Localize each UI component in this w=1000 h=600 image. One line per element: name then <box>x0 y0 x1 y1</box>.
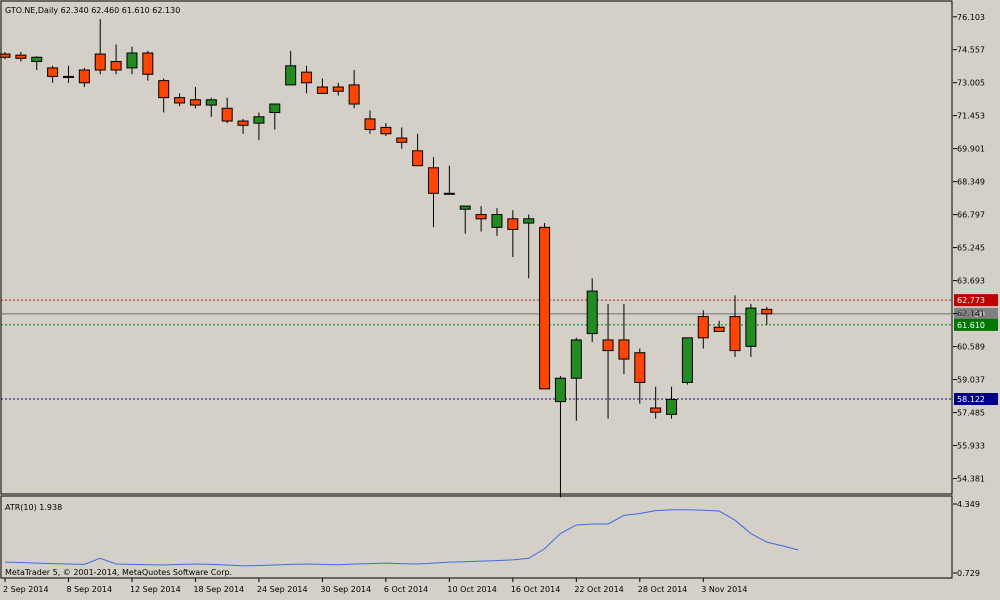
date-tick-label: 22 Oct 2014 <box>574 585 623 594</box>
atr-title: ATR(10) 1.938 <box>5 503 62 512</box>
candle-body <box>301 71 313 84</box>
atr-axis: 4.349 0.729 <box>953 500 980 578</box>
candle-body <box>427 167 439 194</box>
price-tick-label: 68.349 <box>957 178 985 187</box>
candle-body <box>602 339 614 352</box>
date-tick-label: 16 Oct 2014 <box>511 585 560 594</box>
date-tick-label: 6 Oct 2014 <box>384 585 428 594</box>
atr-panel[interactable] <box>0 495 953 579</box>
candle-body <box>110 61 122 71</box>
candle-body <box>586 290 598 335</box>
date-tick-label: 10 Oct 2014 <box>447 585 496 594</box>
price-tick-label: 63.693 <box>957 277 985 286</box>
candle-body <box>285 65 297 86</box>
reference-label: 62.130 <box>957 310 985 319</box>
candle-body <box>15 54 27 59</box>
price-tick-label: 57.485 <box>957 409 985 418</box>
price-tick-label: 65.245 <box>957 244 985 253</box>
reference-label: 58.122 <box>957 395 985 404</box>
candle-body <box>316 86 328 94</box>
candle-body <box>62 75 74 78</box>
candles <box>0 19 773 498</box>
candle-body <box>697 316 709 339</box>
candle-body <box>745 307 757 347</box>
date-tick-label: 8 Sep 2014 <box>66 585 112 594</box>
price-axis: 76.103 74.557 73.005 71.453 69.901 68.349 66.7… <box>953 13 985 484</box>
candle-body <box>269 103 281 114</box>
chart-title: GTO.NE,Daily 62.340 62.460 61.610 62.130 <box>5 6 180 15</box>
price-tick-label: 73.005 <box>957 79 985 88</box>
candle-body <box>491 214 503 228</box>
candle-body <box>650 407 662 413</box>
price-tick-label: 76.103 <box>957 13 985 22</box>
candle-body <box>364 118 376 131</box>
reference-label-box <box>954 393 998 406</box>
reference-label-box <box>954 294 998 307</box>
atr-tick-label: 4.349 <box>957 500 980 509</box>
date-tick-label: 12 Sep 2014 <box>130 585 181 594</box>
candle-body <box>459 205 471 210</box>
candle-body <box>618 339 630 360</box>
candle-body <box>253 116 265 124</box>
candle-body <box>47 67 59 77</box>
date-tick-label: 30 Sep 2014 <box>320 585 371 594</box>
candle-body <box>94 53 106 71</box>
reference-label: 61.610 <box>957 321 985 330</box>
candle-body <box>761 308 773 315</box>
price-tick-label: 54.381 <box>957 475 985 484</box>
candle-body <box>539 226 551 390</box>
price-tick-label: 71.453 <box>957 112 985 121</box>
candle-body <box>0 53 11 58</box>
reference-label-box <box>954 307 998 320</box>
date-tick-label: 2 Sep 2014 <box>3 585 49 594</box>
candle-body <box>412 150 424 167</box>
date-tick-label: 28 Oct 2014 <box>638 585 687 594</box>
candle-body <box>396 137 408 143</box>
date-tick-label: 18 Sep 2014 <box>193 585 244 594</box>
date-tick-label: 3 Nov 2014 <box>701 585 747 594</box>
candle-body <box>189 99 201 106</box>
reference-label: 62.773 <box>957 296 985 305</box>
candle-body <box>681 337 693 383</box>
date-axis: 2 Sep 2014 8 Sep 2014 12 Sep 2014 18 Sep 20… <box>3 578 747 594</box>
price-tick-label: 55.933 <box>957 442 985 451</box>
candle-body <box>475 214 487 220</box>
candle-body <box>221 107 233 122</box>
candle-body <box>237 120 249 126</box>
price-tick-label: 60.589 <box>957 343 985 352</box>
price-tick-label: 59.037 <box>957 376 985 385</box>
candle-body <box>126 52 138 69</box>
candle-body <box>348 84 360 105</box>
candle-body <box>174 97 186 104</box>
atr-series <box>4 509 799 567</box>
candle-body <box>507 218 519 230</box>
price-tick-label: 74.557 <box>957 46 985 55</box>
candle-body <box>332 86 344 92</box>
candle-body <box>142 52 154 75</box>
candle-body <box>634 352 646 383</box>
price-tick-label: 69.901 <box>957 145 985 154</box>
reference-lines: 62.773 62.130 61.610 58.122 <box>1 294 998 406</box>
candle-body <box>158 80 170 99</box>
candle-body <box>205 99 217 106</box>
candle-body <box>443 192 455 195</box>
atr-line <box>4 509 799 567</box>
candle-body <box>554 377 566 403</box>
price-tick-label: 62.141 <box>957 310 985 319</box>
copyright-text: MetaTrader 5, © 2001-2014, MetaQuotes So… <box>5 568 232 577</box>
candle-body <box>570 339 582 379</box>
candle-body <box>78 69 90 84</box>
atr-tick-label: 0.729 <box>957 569 980 578</box>
reference-label-box <box>954 318 998 331</box>
candle-body <box>380 126 392 135</box>
candle-body <box>729 316 741 352</box>
candle-body <box>713 326 725 332</box>
date-tick-label: 24 Sep 2014 <box>257 585 308 594</box>
candle-body <box>523 218 535 224</box>
main-panel[interactable] <box>0 0 953 495</box>
candle-body <box>31 56 43 63</box>
candle-body <box>666 398 678 415</box>
price-tick-label: 66.797 <box>957 211 985 220</box>
